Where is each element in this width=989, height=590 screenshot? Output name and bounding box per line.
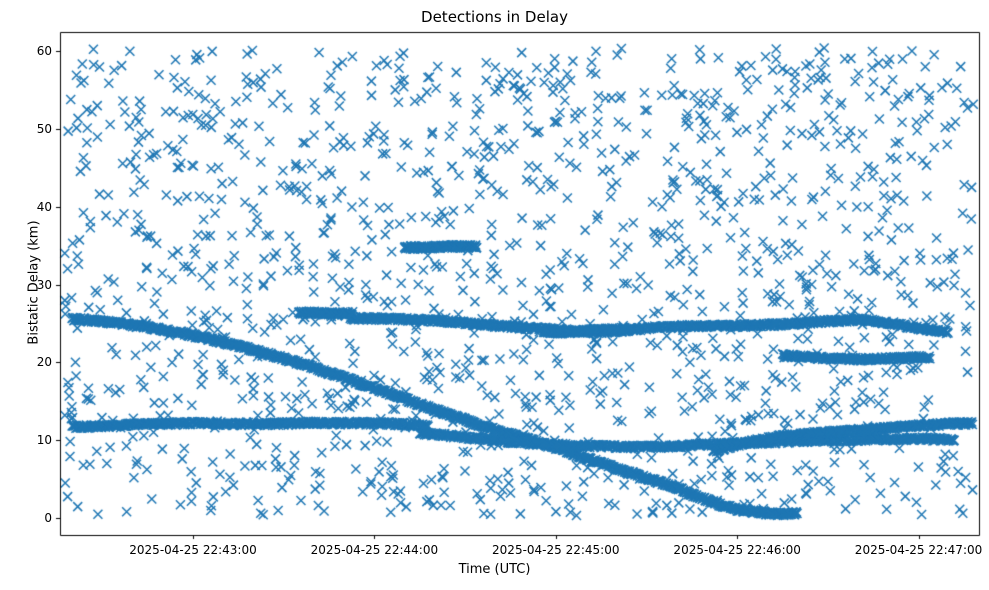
figure-canvas-container: Detections in Delay Time (UTC) Bistatic … — [0, 0, 989, 590]
scatter-plot-canvas — [0, 0, 989, 590]
